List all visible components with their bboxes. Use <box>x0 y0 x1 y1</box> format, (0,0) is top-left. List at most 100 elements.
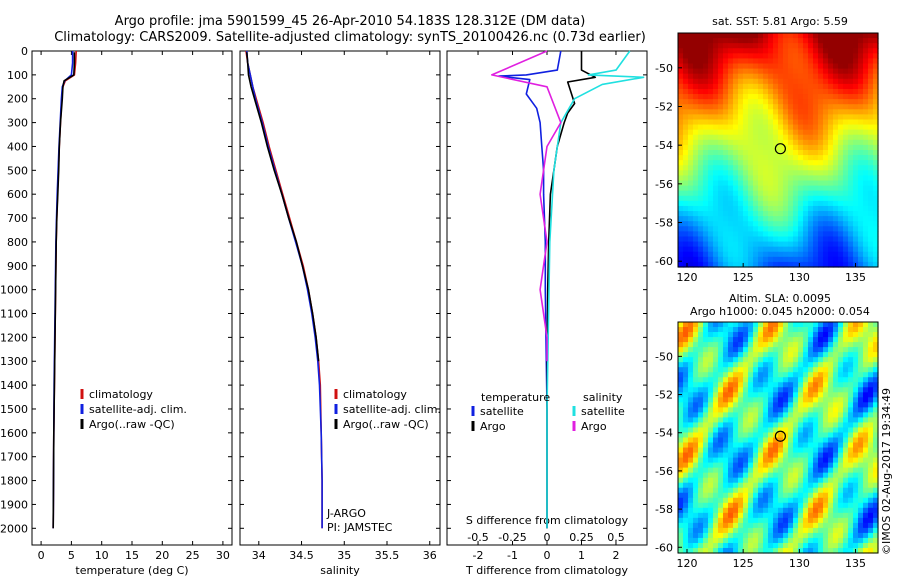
map-cell <box>678 512 684 519</box>
map-cell <box>808 342 814 348</box>
map-cell <box>783 175 789 182</box>
map-cell <box>853 43 859 49</box>
map-cell <box>768 492 774 499</box>
map-cell <box>798 352 804 358</box>
map-cell <box>733 482 739 489</box>
map-cell <box>823 352 829 358</box>
map-cell <box>703 175 709 182</box>
map-cell <box>678 322 684 328</box>
map-cell <box>753 487 759 494</box>
map-cell <box>678 422 684 429</box>
map-cell <box>773 512 779 519</box>
map-cell <box>728 497 734 504</box>
map-cell <box>793 482 799 489</box>
map-cell <box>708 226 714 232</box>
map-cell <box>873 165 879 171</box>
map-cell <box>758 412 764 419</box>
map-cell <box>743 99 749 105</box>
map-cell <box>843 362 849 368</box>
map-cell <box>843 68 849 75</box>
map-cell <box>778 256 784 263</box>
map-cell <box>823 407 829 413</box>
map-cell <box>848 83 854 90</box>
map-cell <box>758 185 764 192</box>
map-cell <box>728 134 734 141</box>
map-cell <box>798 38 804 44</box>
map-cell <box>733 377 739 383</box>
map-cell <box>843 442 849 449</box>
map-cell <box>708 165 714 171</box>
map-cell <box>723 382 729 388</box>
map-cell <box>718 180 724 187</box>
map-cell <box>838 447 844 454</box>
map-cell <box>823 457 829 464</box>
map-cell <box>848 477 854 484</box>
map-cell <box>753 226 759 232</box>
map-cell <box>788 68 794 75</box>
map-cell <box>823 251 829 258</box>
map-cell <box>768 372 774 378</box>
map-cell <box>823 517 829 524</box>
map-cell <box>853 397 859 403</box>
map-cell <box>743 492 749 499</box>
map-cell <box>783 392 789 398</box>
map-cell <box>863 337 869 343</box>
map-cell <box>778 78 784 85</box>
map-cell <box>758 205 764 212</box>
map-cell <box>818 477 824 484</box>
map-cell <box>733 251 739 258</box>
map-cell <box>733 362 739 368</box>
map-cell <box>678 352 684 358</box>
map-cell <box>763 502 769 509</box>
map-cell <box>823 48 829 54</box>
map-cell <box>868 236 874 243</box>
map-cell <box>853 68 859 75</box>
x-tick-label: 20 <box>155 549 169 562</box>
map-cell <box>748 150 754 156</box>
map-cell <box>848 467 854 474</box>
map-cell <box>858 94 864 100</box>
map-cell <box>768 547 774 554</box>
map-cell <box>678 185 684 192</box>
map-cell <box>678 170 684 177</box>
map-cell <box>813 78 819 85</box>
map-cell <box>718 216 724 222</box>
map-cell <box>748 342 754 348</box>
map-cell <box>698 195 704 202</box>
map-cell <box>728 241 734 248</box>
map-cell <box>833 462 839 469</box>
map-cell <box>763 139 769 146</box>
map-cell <box>738 73 744 80</box>
map-cell <box>773 462 779 469</box>
map-cell <box>693 83 699 90</box>
map-cell <box>853 322 859 328</box>
map-cell <box>868 357 874 363</box>
map-cell <box>763 170 769 177</box>
map-cell <box>863 144 869 151</box>
map-cell <box>678 144 684 151</box>
map-cell <box>823 144 829 151</box>
map-cell <box>683 150 689 156</box>
map-cell <box>788 387 794 393</box>
map-cell <box>828 407 834 413</box>
map-cell <box>853 417 859 424</box>
map-cell <box>823 532 829 539</box>
map-cell <box>858 33 864 39</box>
map-cell <box>718 78 724 85</box>
map-cell <box>838 134 844 141</box>
map-cell <box>838 246 844 253</box>
map-cell <box>713 99 719 105</box>
map-cell <box>703 532 709 539</box>
map-cell <box>798 337 804 343</box>
map-cell <box>873 457 879 464</box>
map-cell <box>728 532 734 539</box>
map-cell <box>738 512 744 519</box>
map-x-tick-label: 120 <box>676 557 697 570</box>
map-cell <box>678 241 684 248</box>
map-cell <box>753 33 759 39</box>
map-cell <box>813 412 819 419</box>
map-cell <box>753 88 759 95</box>
map-cell <box>783 462 789 469</box>
map-cell <box>798 532 804 539</box>
map-cell <box>718 256 724 263</box>
